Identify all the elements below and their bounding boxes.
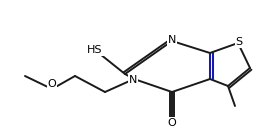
- Text: N: N: [168, 35, 176, 45]
- Text: O: O: [168, 118, 176, 128]
- Text: HS: HS: [87, 45, 103, 55]
- Text: S: S: [235, 37, 243, 47]
- Text: N: N: [129, 75, 137, 85]
- Text: O: O: [48, 79, 56, 89]
